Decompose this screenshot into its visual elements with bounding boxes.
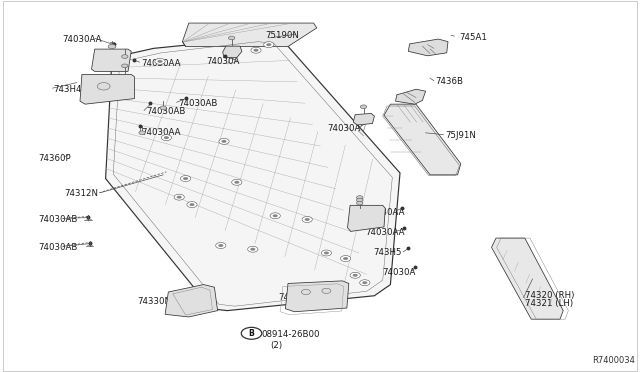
Circle shape	[356, 198, 363, 202]
Polygon shape	[353, 113, 374, 125]
Text: 74360P: 74360P	[38, 154, 71, 163]
Circle shape	[321, 250, 332, 256]
Text: 74030AA: 74030AA	[365, 228, 404, 237]
Circle shape	[157, 60, 163, 63]
Circle shape	[250, 248, 255, 251]
Text: 74030A: 74030A	[382, 268, 415, 277]
Circle shape	[251, 47, 261, 53]
Polygon shape	[396, 89, 426, 104]
Text: 75J91N: 75J91N	[445, 131, 476, 140]
Text: B: B	[249, 329, 254, 338]
Circle shape	[360, 280, 370, 286]
Text: 74030AA: 74030AA	[365, 208, 404, 217]
Text: (2): (2)	[270, 341, 282, 350]
Text: 75190N: 75190N	[266, 31, 300, 40]
Circle shape	[180, 176, 191, 182]
Circle shape	[248, 246, 258, 252]
Text: 74030AB: 74030AB	[146, 107, 186, 116]
Circle shape	[253, 49, 259, 52]
Polygon shape	[384, 104, 461, 175]
Circle shape	[302, 217, 312, 222]
Text: 74030A: 74030A	[206, 57, 239, 66]
Circle shape	[221, 140, 227, 143]
Circle shape	[164, 136, 169, 139]
Polygon shape	[408, 39, 448, 56]
Text: 7436B: 7436B	[435, 77, 463, 86]
Circle shape	[122, 64, 128, 68]
Circle shape	[216, 243, 226, 248]
Circle shape	[108, 44, 116, 49]
Circle shape	[241, 327, 262, 339]
Circle shape	[174, 194, 184, 200]
Circle shape	[273, 214, 278, 217]
Circle shape	[122, 55, 128, 58]
Circle shape	[177, 196, 182, 199]
Text: 74030AB: 74030AB	[178, 99, 218, 108]
Circle shape	[266, 43, 271, 46]
Text: 74030AA: 74030AA	[141, 59, 180, 68]
Polygon shape	[182, 23, 317, 46]
Circle shape	[324, 251, 329, 254]
Polygon shape	[492, 238, 563, 319]
Circle shape	[155, 58, 165, 64]
Circle shape	[264, 42, 274, 48]
Circle shape	[343, 257, 348, 260]
Circle shape	[189, 203, 195, 206]
Text: 08914-26B00: 08914-26B00	[261, 330, 319, 339]
Polygon shape	[223, 46, 242, 58]
Circle shape	[161, 135, 172, 141]
Text: 74330N: 74330N	[138, 297, 172, 306]
Circle shape	[305, 218, 310, 221]
Text: 74361P: 74361P	[278, 293, 311, 302]
Circle shape	[322, 288, 331, 294]
Text: 743H5: 743H5	[373, 248, 402, 257]
Polygon shape	[92, 49, 131, 71]
Text: 74321 (LH): 74321 (LH)	[525, 299, 573, 308]
Circle shape	[219, 138, 229, 144]
Circle shape	[228, 36, 235, 40]
Circle shape	[360, 105, 367, 109]
Circle shape	[270, 213, 280, 219]
Circle shape	[353, 274, 358, 277]
Circle shape	[97, 83, 110, 90]
Circle shape	[218, 244, 223, 247]
Text: 74030AB: 74030AB	[38, 243, 78, 252]
Circle shape	[362, 281, 367, 284]
Polygon shape	[285, 281, 349, 312]
Polygon shape	[348, 205, 385, 231]
Text: 74030AB: 74030AB	[38, 215, 78, 224]
Circle shape	[340, 256, 351, 262]
Circle shape	[187, 202, 197, 208]
Circle shape	[301, 289, 310, 295]
Circle shape	[356, 196, 363, 199]
Circle shape	[356, 201, 363, 205]
Polygon shape	[106, 37, 400, 311]
Circle shape	[139, 131, 145, 135]
Text: 74030AA: 74030AA	[141, 128, 180, 137]
Text: 74030AA: 74030AA	[63, 35, 102, 44]
Circle shape	[160, 106, 166, 110]
Circle shape	[183, 177, 188, 180]
Polygon shape	[80, 74, 134, 104]
Text: 74312N: 74312N	[64, 189, 98, 198]
Text: 743H4: 743H4	[53, 85, 82, 94]
Text: 745A1: 745A1	[460, 33, 488, 42]
Circle shape	[232, 179, 242, 185]
Polygon shape	[165, 285, 218, 317]
Text: R7400034: R7400034	[592, 356, 635, 365]
Circle shape	[234, 181, 239, 184]
Text: 74320 (RH): 74320 (RH)	[525, 291, 574, 300]
Text: 74030A: 74030A	[328, 124, 361, 133]
Circle shape	[350, 272, 360, 278]
